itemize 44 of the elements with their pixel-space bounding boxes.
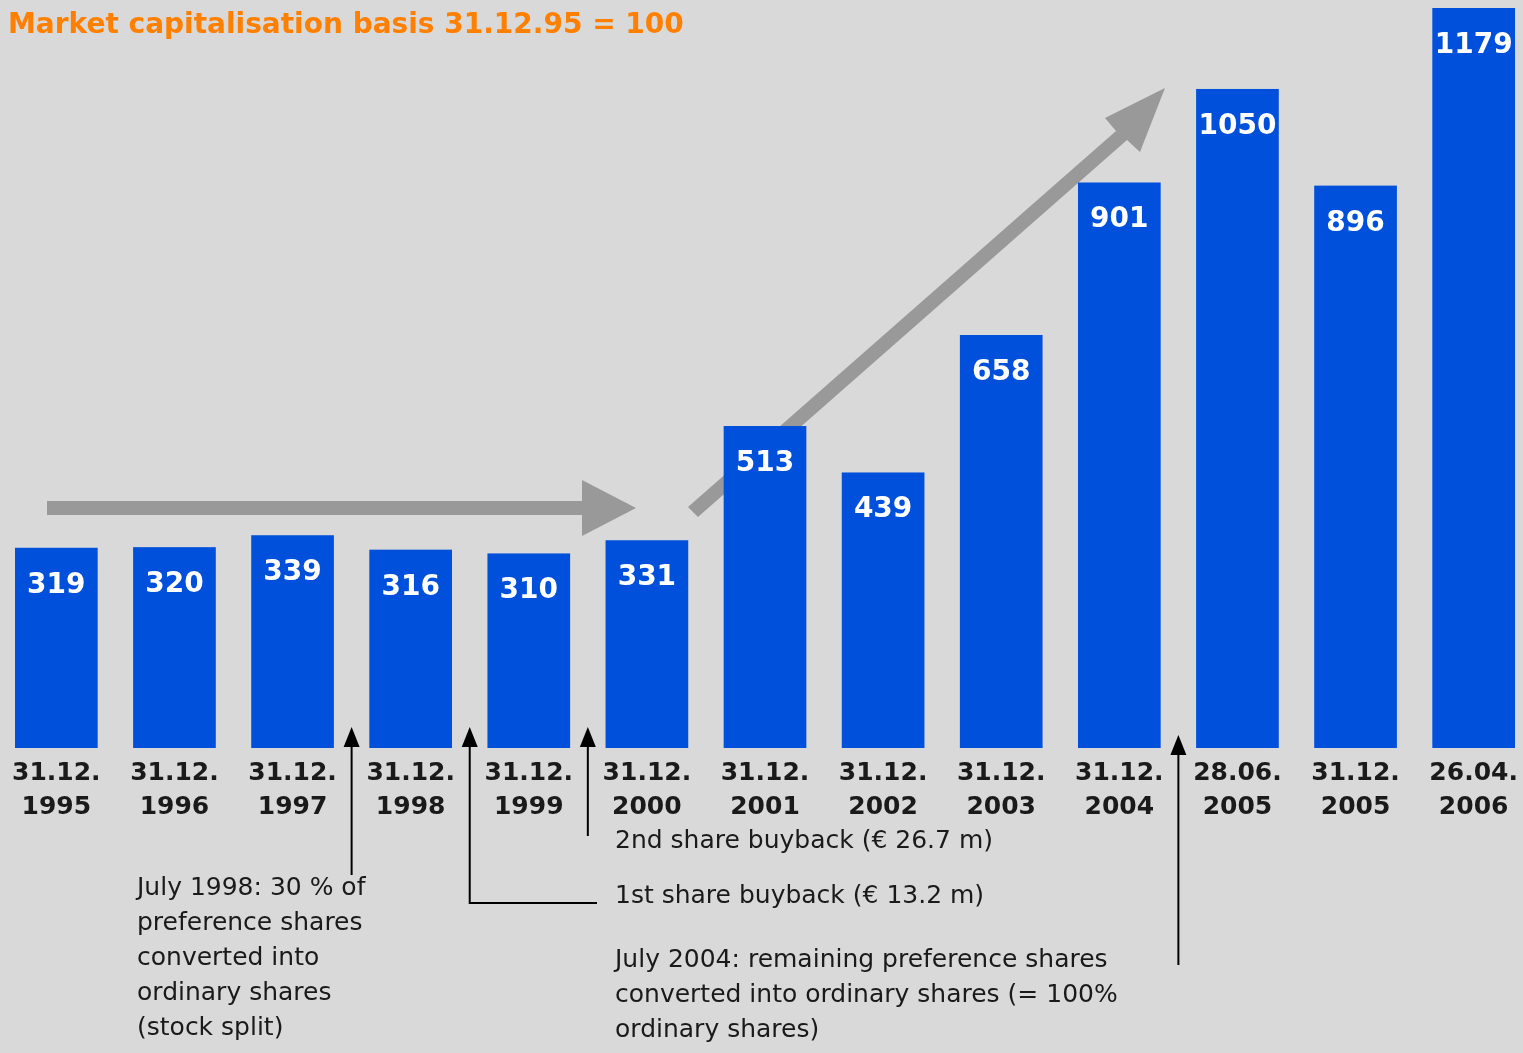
- data-label: 896: [1326, 204, 1385, 238]
- bar: [487, 553, 571, 748]
- bar: [251, 535, 334, 748]
- data-label: 319: [27, 566, 86, 600]
- data-label: 1179: [1434, 27, 1513, 60]
- data-label: 439: [853, 491, 913, 525]
- bar: [723, 426, 807, 748]
- x-tick-label: 31.12. 2001: [720, 757, 810, 820]
- text: 2nd share buyback (€ 26.7 m): [615, 825, 994, 854]
- bar: [1314, 185, 1397, 748]
- data-label: 513: [735, 445, 795, 479]
- data-label: 339: [263, 554, 322, 588]
- data-label: 310: [499, 572, 559, 606]
- data-label: 316: [381, 568, 440, 602]
- bar: [133, 547, 216, 748]
- bar: [959, 335, 1043, 748]
- bar: [369, 549, 453, 748]
- x-tick-label: 31.12. 1995: [12, 757, 101, 820]
- x-tick-label: 26.04. 2006: [1429, 757, 1518, 820]
- chart-title: Market capitalisation basis 31.12.95 = 100: [8, 7, 684, 40]
- x-tick-label: 31.12. 1999: [484, 757, 574, 820]
- bar: [1077, 182, 1161, 748]
- bar: [1196, 88, 1279, 748]
- x-tick-label: 31.12. 2004: [1075, 757, 1164, 820]
- x-tick-label: 31.12. 2005: [1311, 757, 1400, 820]
- data-label: 1050: [1198, 107, 1277, 141]
- data-label: 320: [145, 566, 204, 600]
- x-tick-label: 31.12. 2003: [956, 757, 1046, 820]
- text: July 1998: 30 % of preference shares converted into ordinary shares (stock split): [135, 872, 367, 1041]
- text: 1st share buyback (€ 13.2 m): [615, 880, 985, 909]
- bar: [1432, 8, 1515, 748]
- data-label: 901: [1090, 201, 1149, 235]
- data-label: 331: [617, 559, 677, 593]
- bar: [841, 472, 925, 748]
- text: July 2004: remaining preference shares converted into ordinary shares (= 100% ordinary shares): [613, 944, 1118, 1043]
- bar: [15, 547, 98, 748]
- x-tick-label: 31.12. 2000: [602, 757, 692, 820]
- x-tick-label: 31.12. 1997: [248, 757, 337, 820]
- x-tick-label: 31.12. 1996: [130, 757, 219, 820]
- data-label: 658: [971, 354, 1031, 388]
- x-tick-label: 31.12. 1998: [366, 757, 455, 820]
- bar: [605, 540, 689, 748]
- x-tick-label: 28.06. 2005: [1193, 757, 1282, 820]
- x-tick-label: 31.12. 2002: [838, 757, 928, 820]
